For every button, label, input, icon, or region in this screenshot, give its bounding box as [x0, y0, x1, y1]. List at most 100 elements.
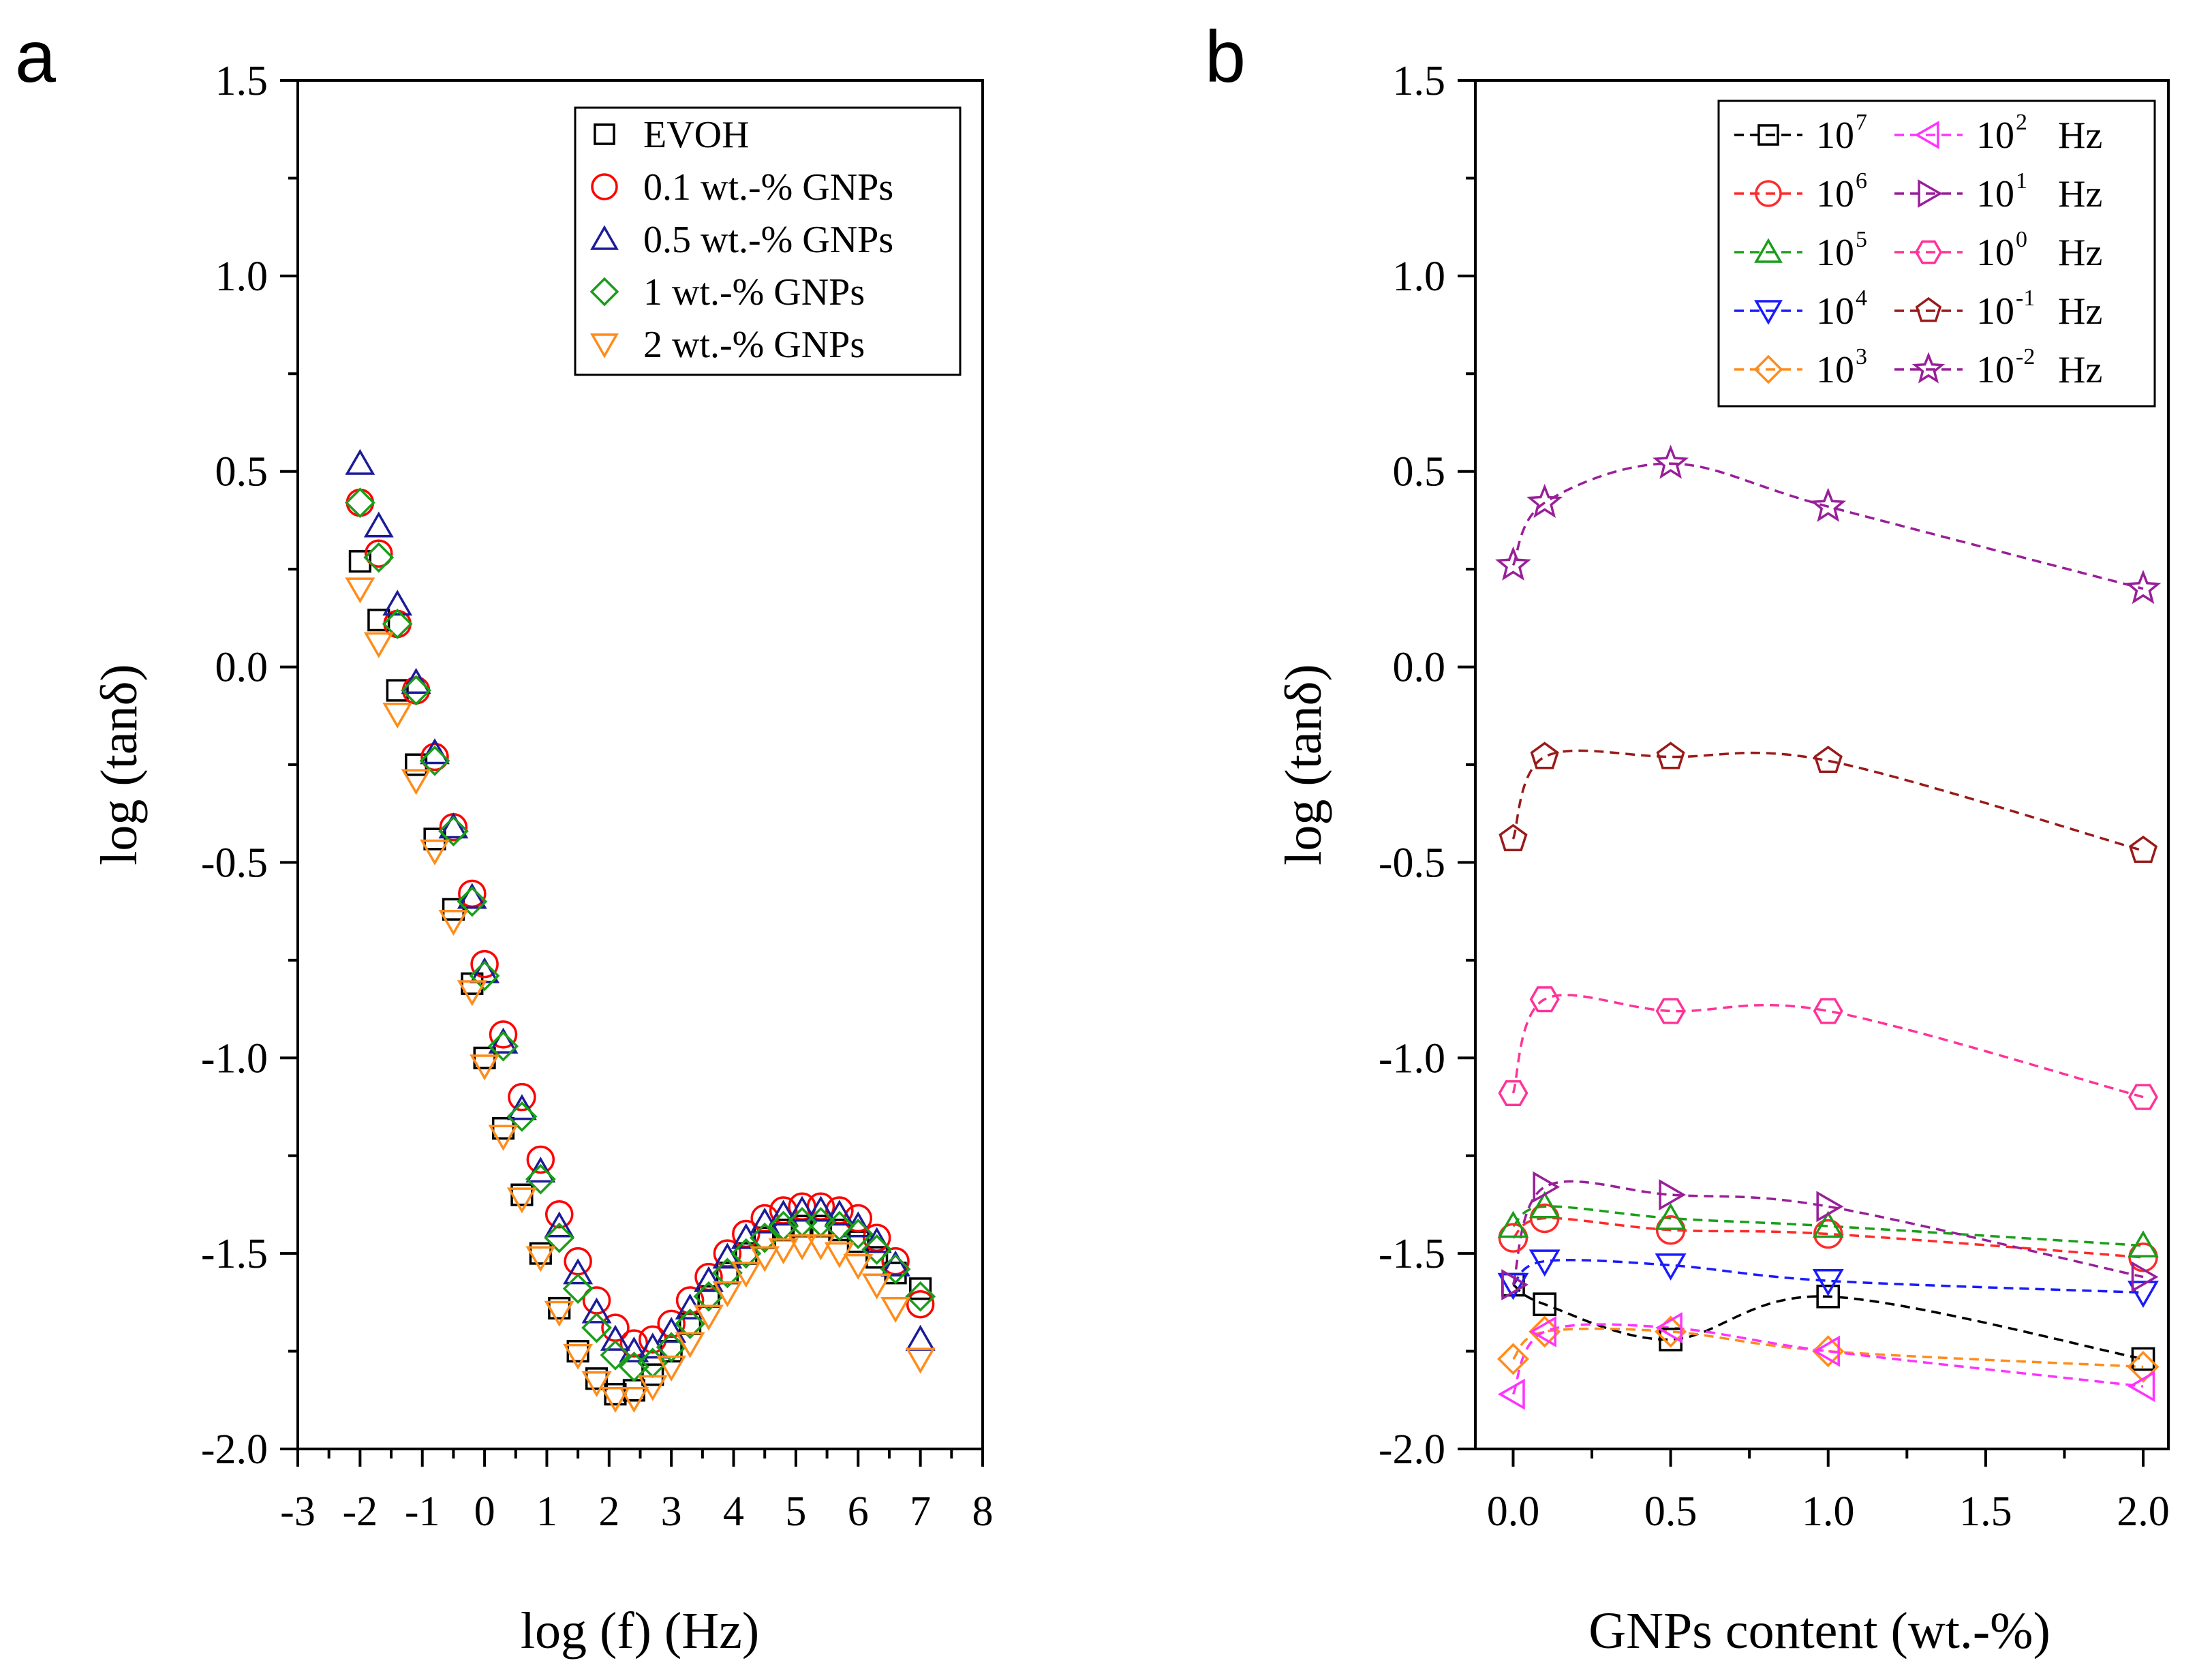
panel-a-y-tick-label: 1.0 — [215, 254, 268, 300]
panel-b-y-tick-label: -1.5 — [1379, 1231, 1445, 1277]
panel-a-point — [562, 1273, 594, 1304]
panel-b-y-tick-label: 0.0 — [1393, 645, 1446, 691]
panel-b-point — [2127, 1281, 2159, 1309]
panel-b-legend-base: 10 — [1816, 232, 1854, 274]
panel-a-point — [861, 1273, 892, 1300]
panel-a-series-4 — [344, 487, 936, 1382]
panel-a-point — [600, 1386, 630, 1413]
panel-a-point — [544, 1222, 575, 1253]
panel-b-point — [2128, 836, 2158, 864]
panel-a-point — [544, 1200, 574, 1229]
panel-a-point — [473, 1046, 496, 1069]
panel-a-point — [581, 1312, 612, 1343]
panel-a-point — [363, 632, 394, 658]
panel-a-point — [656, 1317, 687, 1343]
panel-b-series-5 — [1497, 1315, 2160, 1383]
panel-b-legend-base: 10 — [1816, 290, 1854, 333]
panel-a-point — [423, 827, 446, 851]
panel-b-y-tick-label: 1.0 — [1393, 254, 1446, 300]
panel-b-legend-exponent: -2 — [2016, 344, 2035, 369]
panel-a-x-axis-title: log (f) (Hz) — [521, 1602, 759, 1660]
panel-b-point — [1659, 1179, 1687, 1211]
panel-a-point — [401, 668, 431, 694]
panel-a-point — [363, 542, 395, 573]
panel-b-series-6 — [1497, 1312, 2155, 1410]
panel-a-point — [618, 1351, 649, 1382]
panel-a-point — [526, 1145, 555, 1174]
panel-a-legend-marker — [590, 333, 619, 358]
panel-b-point — [1812, 1269, 1844, 1296]
panel-a-point — [619, 1337, 649, 1363]
panel-b-y-tick-label: 1.5 — [1393, 58, 1446, 104]
panel-b-legend-unit: Hz — [2058, 173, 2102, 215]
panel-b-y-tick-label: -2.0 — [1379, 1426, 1445, 1473]
panel-a-x-tick-label: 7 — [910, 1488, 931, 1535]
panel-b-legend-unit: Hz — [2058, 114, 2102, 157]
panel-b-x-tick-label: 0.0 — [1487, 1488, 1540, 1535]
panel-a-point — [420, 742, 449, 772]
panel-b-letter: b — [1205, 15, 1246, 97]
panel-b-y-tick-label: -1.0 — [1379, 1035, 1445, 1082]
panel-a-data-marks — [344, 448, 936, 1413]
panel-b-point — [1499, 823, 1528, 851]
panel-a-point — [401, 675, 431, 706]
panel-a-point — [563, 1258, 594, 1285]
panel-b-point — [2125, 570, 2162, 605]
panel-a-point — [880, 1253, 911, 1285]
panel-b-legend-exponent: 2 — [2016, 110, 2027, 135]
panel-b-series-line — [1511, 1323, 2144, 1395]
panel-b-legend-exponent: 6 — [1856, 168, 1867, 194]
panel-a-point — [506, 1094, 537, 1120]
panel-a-point — [749, 1222, 780, 1253]
panel-a-point — [861, 1234, 893, 1265]
panel-a-point — [906, 1289, 935, 1319]
panel-b-legend-exponent: 5 — [1856, 227, 1867, 252]
panel-b-point — [1495, 546, 1531, 581]
panel-a-point — [488, 1125, 519, 1151]
panel-b-x-axis-title: GNPs content (wt.-%) — [1588, 1602, 2050, 1660]
panel-b-point — [1528, 1249, 1561, 1277]
panel-b-point — [1501, 1269, 1528, 1301]
panel-b-point — [1497, 1378, 1525, 1410]
panel-a-point — [525, 1246, 556, 1272]
panel-a-legend-marker — [594, 123, 615, 145]
panel-a-ticks: -2.0 -1.5 -1.0 -0.5 0.0 0.5 1.0 1.5 -3 -2 -1 0 1 2 3 4 5… — [201, 58, 994, 1535]
panel-a-point — [694, 1304, 724, 1331]
panel-b-point — [1497, 1210, 1529, 1238]
panel-a-point — [768, 1200, 799, 1226]
panel-b-point — [2131, 1347, 2155, 1371]
panel-a-point — [581, 1371, 612, 1397]
panel-a-point — [457, 886, 488, 917]
panel-a-point — [363, 511, 394, 538]
panel-b-legend-marker — [1915, 296, 1942, 322]
panel-a-point — [491, 1116, 515, 1140]
panel-b-point — [1498, 1080, 1528, 1106]
panel-b-series-7 — [1501, 1171, 2159, 1301]
panel-a-point — [438, 812, 469, 839]
panel-a-x-tick-label: -2 — [343, 1488, 378, 1535]
panel-a-x-tick-label: 1 — [536, 1488, 557, 1535]
panel-a-legend-label: 1 wt.-% GNPs — [643, 271, 865, 314]
panel-a-point — [563, 1343, 594, 1370]
panel-a-point — [842, 1219, 874, 1249]
panel-b-point — [1812, 1210, 1844, 1238]
panel-b-data-marks — [1495, 444, 2162, 1410]
panel-b-legend-base: 10 — [1976, 232, 2014, 274]
panel-a-legend-label: 0.1 wt.-% GNPs — [643, 166, 893, 209]
panel-a-point — [880, 1250, 911, 1277]
panel-a-point — [525, 1157, 556, 1183]
panel-b-point — [1528, 1191, 1561, 1219]
panel-b-x-tick-label: 0.5 — [1644, 1488, 1697, 1535]
panel-a-point — [656, 1356, 687, 1382]
panel-b-legend-unit: Hz — [2058, 232, 2102, 274]
panel-a-point — [656, 1332, 687, 1363]
panel-a-point — [641, 1363, 664, 1386]
panel-a-point — [712, 1281, 743, 1308]
panel-a-point — [401, 769, 431, 795]
panel-b-point — [2127, 1371, 2155, 1403]
panel-a-x-tick-label: -3 — [280, 1488, 316, 1535]
panel-a-point — [506, 1101, 538, 1132]
panel-b-legend-exponent: 7 — [1856, 110, 1867, 135]
panel-a-point — [442, 898, 465, 921]
panel-a-point — [420, 839, 450, 866]
